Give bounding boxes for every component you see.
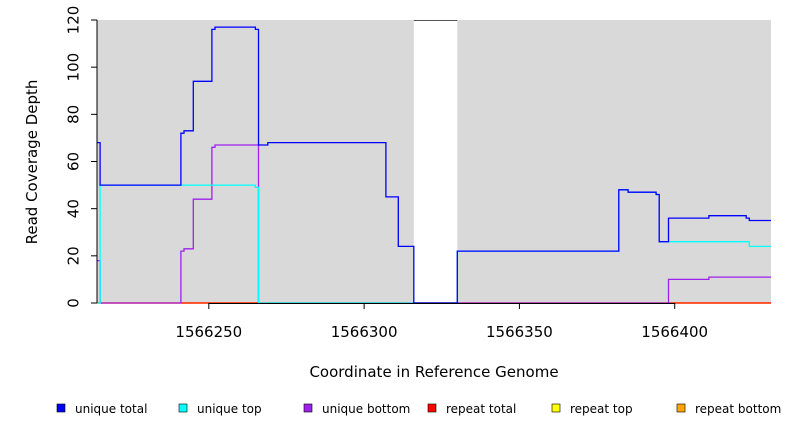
plot-area	[97, 20, 771, 303]
series-line-unique-total	[97, 26, 771, 304]
legend-label: unique top	[197, 402, 262, 416]
axes: 0 20 40 60 80 100 120 1566250 1566300 1566350 1566…	[65, 6, 709, 341]
y-tick-label: 0	[65, 298, 83, 308]
gap-region	[413, 20, 458, 303]
legend-swatch-unique-bottom	[303, 403, 313, 413]
x-tick-label: 1566300	[331, 323, 398, 341]
x-tick-label: 1566350	[486, 323, 553, 341]
legend-swatch-repeat-bottom	[676, 403, 686, 413]
legend-swatch-repeat-total	[427, 403, 437, 413]
y-tick-label: 20	[65, 246, 83, 265]
y-tick-label: 80	[65, 105, 83, 124]
legend: unique total unique top unique bottom repea…	[56, 402, 781, 416]
legend-label: repeat total	[446, 402, 516, 416]
legend-label: unique bottom	[322, 402, 410, 416]
legend-label: repeat bottom	[695, 402, 781, 416]
x-tick-label: 1566250	[175, 323, 242, 341]
y-axis-title: Read Coverage Depth	[23, 80, 41, 245]
y-tick-label: 60	[65, 152, 83, 171]
legend-label: unique total	[75, 402, 147, 416]
y-tick-label: 100	[65, 53, 83, 82]
series-line-unique-bottom	[97, 144, 771, 304]
legend-label: repeat top	[570, 402, 633, 416]
legend-swatch-repeat-top	[551, 403, 561, 413]
y-tick-label: 120	[65, 6, 83, 35]
x-axis-title: Coordinate in Reference Genome	[309, 363, 558, 381]
x-tick-label: 1566400	[641, 323, 708, 341]
y-tick-label: 40	[65, 199, 83, 218]
legend-swatch-unique-top	[178, 403, 188, 413]
legend-swatch-unique-total	[56, 403, 66, 413]
